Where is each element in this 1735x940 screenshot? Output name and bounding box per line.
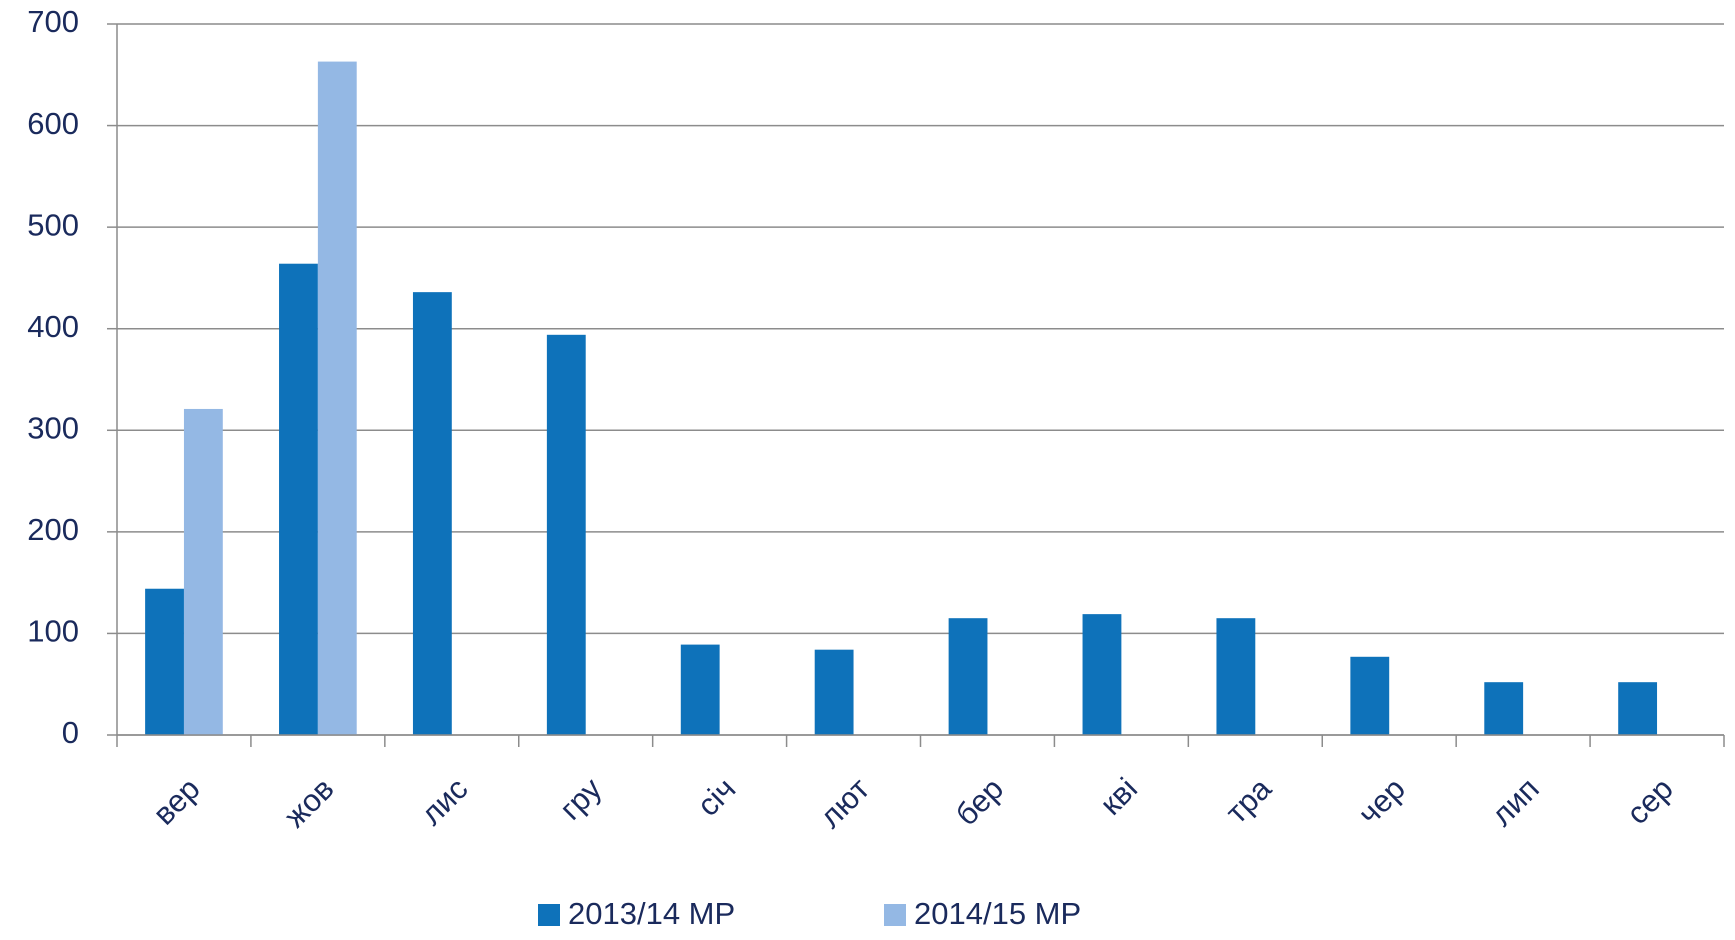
bar — [948, 618, 988, 735]
bar — [317, 61, 357, 736]
x-tick-label: жов — [277, 771, 340, 834]
y-tick-label: 100 — [27, 614, 79, 649]
bar — [680, 644, 720, 735]
legend-swatch — [884, 904, 906, 926]
y-tick-label: 0 — [62, 715, 79, 750]
bar — [1350, 656, 1390, 735]
bar — [145, 588, 184, 735]
bar — [1082, 614, 1122, 735]
bar — [412, 292, 452, 735]
bar — [1216, 618, 1256, 735]
x-tick-label: тра — [1219, 770, 1279, 830]
x-tick-label: лип — [1484, 771, 1546, 833]
y-tick-label: 500 — [27, 207, 79, 242]
y-tick-label: 300 — [27, 410, 79, 445]
bar — [814, 649, 854, 735]
y-tick-label: 200 — [27, 512, 79, 547]
legend-label: 2013/14 МР — [568, 896, 735, 931]
x-tick-label: кві — [1093, 771, 1144, 822]
x-tick-label: вер — [146, 771, 207, 832]
bar — [279, 263, 318, 735]
y-tick-label: 400 — [27, 309, 79, 344]
x-tick-label: січ — [690, 771, 742, 823]
y-tick-label: 700 — [27, 4, 79, 39]
bar — [183, 408, 223, 735]
x-tick-label: лют — [813, 771, 877, 835]
bar — [546, 334, 586, 735]
bar — [1618, 682, 1658, 735]
y-tick-label: 600 — [27, 106, 79, 141]
bar — [1484, 682, 1524, 735]
x-tick-label: гру — [553, 771, 609, 827]
legend-label: 2014/15 МР — [914, 896, 1081, 931]
x-tick-label: сер — [1620, 771, 1680, 831]
x-tick-label: бер — [949, 771, 1010, 832]
legend-swatch — [538, 904, 560, 926]
x-tick-label: чер — [1351, 771, 1412, 832]
x-tick-label: лис — [414, 771, 475, 832]
